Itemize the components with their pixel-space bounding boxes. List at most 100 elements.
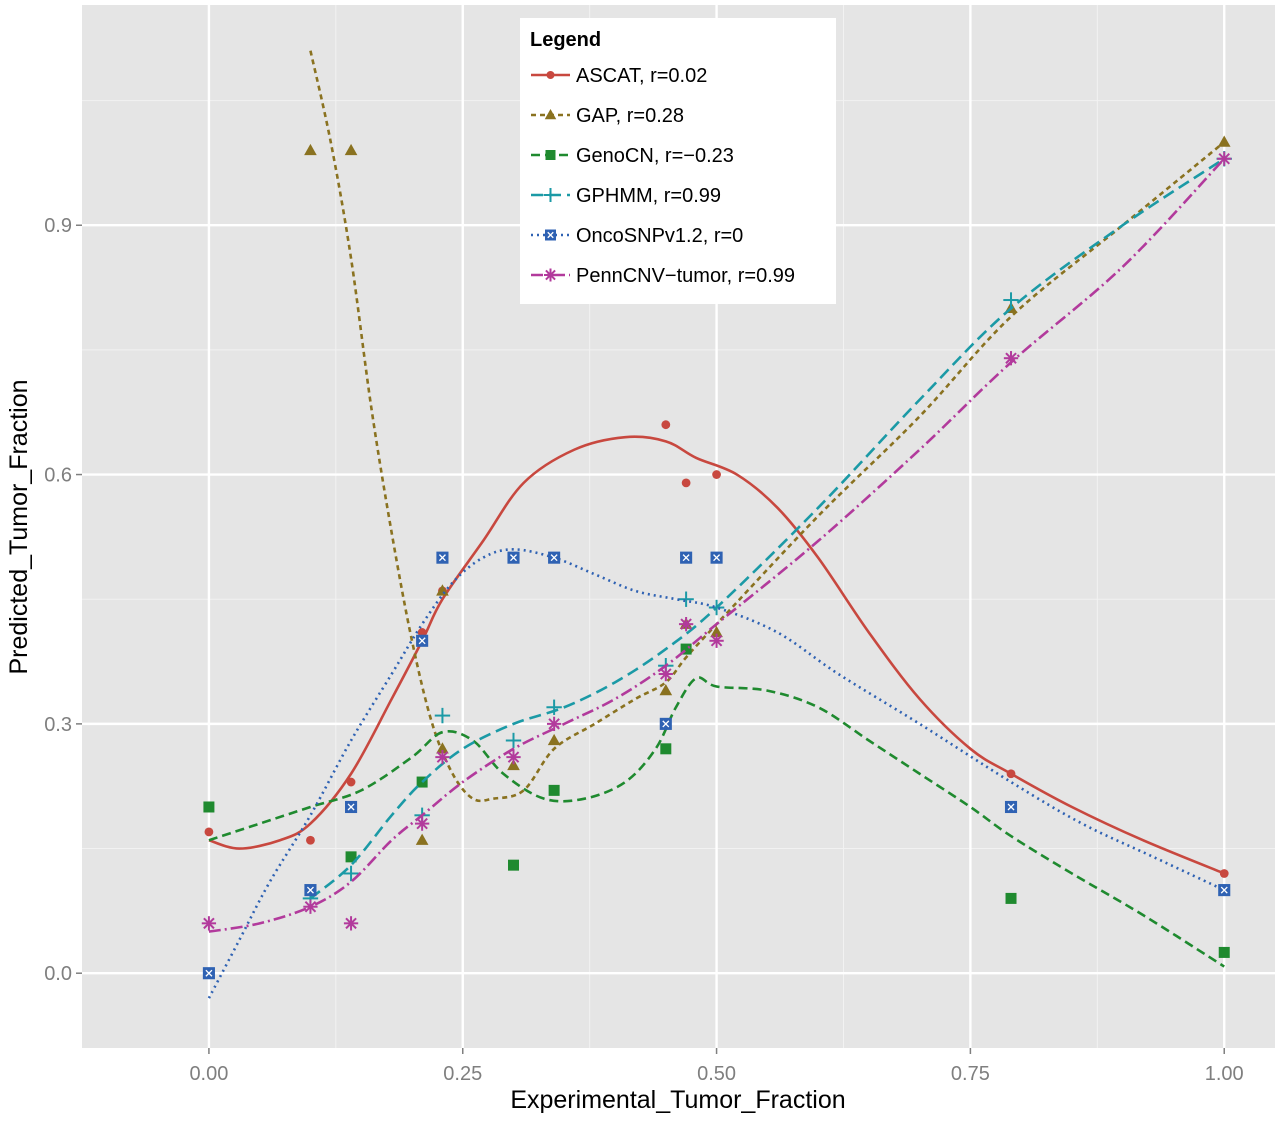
data-point [202, 967, 215, 980]
data-point [508, 859, 520, 871]
data-point [659, 684, 673, 696]
data-point [344, 143, 358, 156]
series-line [208, 435, 1225, 875]
data-point [346, 777, 356, 787]
y-tick-label: 0.3 [44, 714, 72, 736]
data-point [435, 749, 450, 765]
data-point [304, 884, 317, 897]
data-point [709, 633, 724, 648]
data-point [710, 551, 723, 564]
grid [82, 5, 1275, 1048]
data-point [436, 742, 449, 754]
data-point [203, 801, 215, 813]
legend-entry: OncoSNPv1.2, r=0 [531, 225, 743, 247]
data-point [507, 758, 520, 771]
legend-entry: GenoCN, r=−0.23 [531, 145, 734, 167]
legend-label: ASCAT, r=0.02 [576, 65, 707, 87]
data-point [678, 617, 694, 632]
data-point [436, 551, 449, 564]
data-point [507, 551, 520, 564]
data-point [1219, 869, 1229, 878]
x-tick-label: 0.25 [443, 1063, 482, 1085]
data-point [681, 478, 691, 488]
data-point [660, 743, 672, 755]
series-layer [201, 50, 1232, 999]
data-point [506, 749, 521, 765]
data-point [414, 816, 430, 831]
legend-entry: GPHMM, r=0.99 [531, 185, 721, 207]
data-point [416, 776, 428, 788]
legend-label: GAP, r=0.28 [576, 105, 684, 127]
data-point [343, 865, 359, 882]
data-point [543, 188, 558, 202]
y-tick-label: 0.6 [44, 465, 72, 487]
series-group [202, 548, 1231, 999]
data-point [544, 109, 557, 120]
data-point [303, 899, 318, 914]
data-point [548, 784, 560, 796]
data-point [304, 143, 317, 156]
x-tick-label: 0.00 [189, 1063, 228, 1085]
data-point [1004, 800, 1018, 814]
data-point [1006, 769, 1016, 779]
y-tick-label: 0.9 [44, 215, 72, 237]
series-group [201, 151, 1232, 933]
series-line [309, 50, 1226, 803]
data-point [545, 229, 556, 241]
data-point [201, 916, 217, 931]
legend-title: Legend [530, 29, 601, 51]
legend-label: GenoCN, r=−0.23 [576, 145, 734, 167]
series-line [208, 676, 1225, 968]
data-point [708, 599, 725, 616]
data-point [345, 800, 358, 814]
data-point [416, 634, 429, 647]
data-point [680, 551, 693, 564]
x-tick-label: 1.00 [1205, 1063, 1244, 1085]
data-point [204, 827, 214, 837]
data-point [661, 420, 671, 430]
legend-label: GPHMM, r=0.99 [576, 185, 721, 207]
legend-box [520, 18, 836, 304]
data-point [548, 551, 561, 564]
data-point [1218, 946, 1230, 958]
data-point [547, 733, 561, 746]
x-tick-label: 0.75 [951, 1063, 990, 1085]
data-point [417, 628, 427, 637]
legend-entry: ASCAT, r=0.02 [531, 65, 707, 87]
legend-label: OncoSNPv1.2, r=0 [576, 225, 743, 247]
y-tick-label: 0.0 [44, 963, 72, 985]
data-point [546, 71, 555, 79]
data-point [415, 833, 429, 845]
data-point [1003, 292, 1019, 308]
data-point [680, 643, 692, 655]
data-point [1003, 351, 1019, 366]
data-point [343, 916, 359, 931]
data-point [434, 707, 451, 724]
data-point [306, 835, 315, 845]
data-point [658, 666, 673, 682]
data-point [710, 625, 723, 638]
data-point [505, 732, 522, 749]
axis-ticks: 0.00 0.25 0.50 0.75 1.00 0.0 0.3 0.6 0.9 [44, 215, 1244, 1085]
data-point [1005, 892, 1017, 904]
legend-label: PennCNV−tumor, r=0.99 [576, 265, 795, 287]
x-axis-title: Experimental_Tumor_Fraction [510, 1086, 845, 1114]
data-point [1217, 135, 1231, 147]
data-point [1218, 884, 1231, 897]
legend-entry: PennCNV−tumor, r=0.99 [531, 265, 795, 287]
legend: Legend ASCAT, r=0.02 GAP, r=0.28 GenoCN, r… [520, 18, 836, 304]
data-point [1217, 151, 1232, 166]
x-tick-label: 0.50 [697, 1063, 736, 1085]
y-axis-title: Predicted_Tumor_Fraction [5, 379, 33, 674]
data-point [545, 150, 556, 160]
series-line [207, 548, 1225, 999]
data-point [345, 851, 357, 863]
series-line [309, 157, 1225, 900]
data-point [678, 591, 694, 607]
data-point [712, 470, 721, 479]
legend-entry: GAP, r=0.28 [531, 105, 684, 127]
data-point [659, 717, 672, 730]
data-point [546, 716, 562, 732]
